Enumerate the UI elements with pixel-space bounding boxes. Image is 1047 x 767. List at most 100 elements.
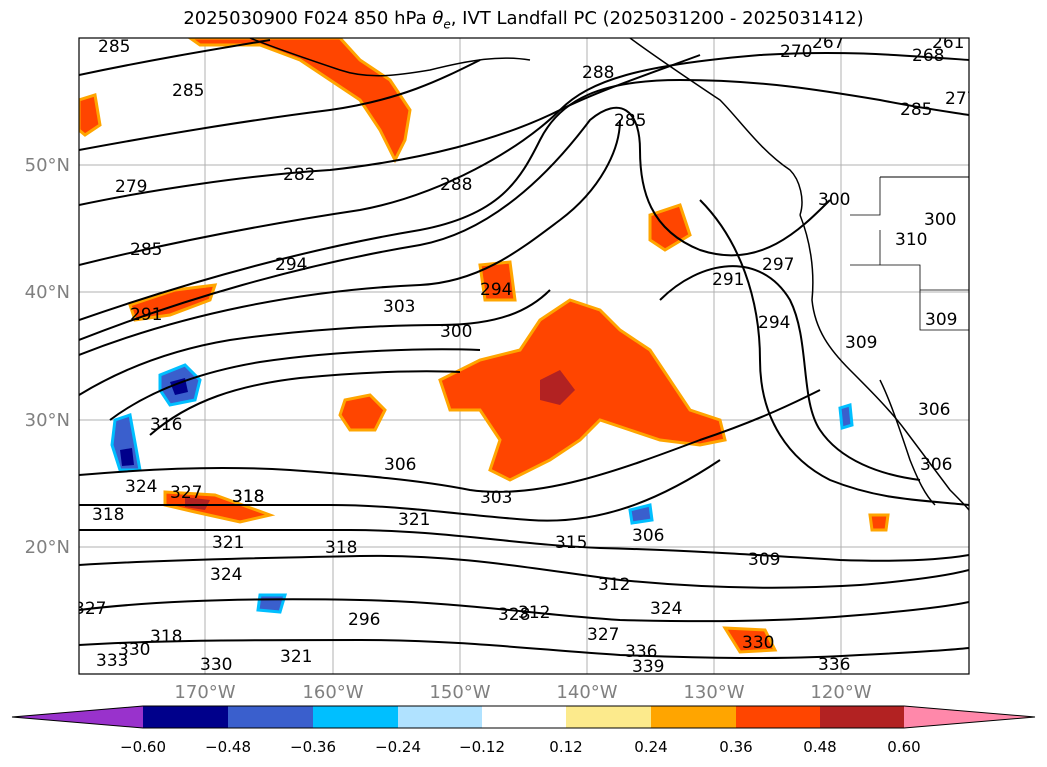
colorbar-tick: 0.24 bbox=[634, 738, 667, 756]
contour-line bbox=[79, 106, 831, 341]
colorbar-tick: −0.48 bbox=[205, 738, 251, 756]
contour-label: 285 bbox=[172, 81, 204, 101]
latitude-labels: 50°N 40°N 30°N 20°N bbox=[25, 155, 70, 558]
colorbar-segment bbox=[736, 706, 820, 728]
contour-line bbox=[659, 265, 921, 481]
contour-label: 288 bbox=[582, 63, 614, 83]
contour-label: 309 bbox=[925, 310, 957, 330]
contour-label: 297 bbox=[762, 255, 794, 275]
colorbar-tick: 0.60 bbox=[887, 738, 920, 756]
lon-label-120w: 120°W bbox=[810, 682, 871, 703]
title-rest: , IVT Landfall PC (2025031200 - 20250314… bbox=[450, 8, 864, 29]
contour-label: 327 bbox=[587, 625, 619, 645]
contour-label: 309 bbox=[748, 550, 780, 570]
lon-label-160w: 160°W bbox=[302, 682, 363, 703]
contour-label: 294 bbox=[480, 280, 512, 300]
title-run: 2025030900 bbox=[183, 8, 298, 29]
colorbar-extend-high bbox=[904, 706, 1035, 728]
contour-line bbox=[79, 389, 821, 493]
colorbar-segment bbox=[820, 706, 904, 728]
contour-label: 312 bbox=[518, 603, 550, 623]
contour-line bbox=[149, 370, 461, 436]
contour-label: 318 bbox=[232, 487, 264, 507]
negative-patch-dark-b bbox=[120, 448, 134, 466]
contour-line bbox=[79, 554, 969, 589]
positive-patch-nw bbox=[79, 93, 102, 137]
colorbar: −0.60 −0.48 −0.36 −0.24 −0.12 0.12 0.24 … bbox=[11, 705, 1036, 756]
contour-label: 288 bbox=[440, 175, 472, 195]
contour-label: 330 bbox=[742, 633, 774, 653]
contour-line bbox=[79, 78, 969, 321]
colorbar-ticks: −0.60 −0.48 −0.36 −0.24 −0.12 0.12 0.24 … bbox=[120, 738, 921, 756]
positive-patch-south-a bbox=[722, 626, 778, 654]
positive-patch-dark-hawaii bbox=[185, 497, 210, 510]
contour-label: 285 bbox=[614, 111, 646, 131]
positive-patch-alaska bbox=[187, 38, 412, 164]
contour-label: 321 bbox=[280, 647, 312, 667]
contour-label: 279 bbox=[115, 177, 147, 197]
contour-label: 328 bbox=[498, 605, 530, 625]
negative-patch-sw bbox=[256, 593, 288, 614]
contour-line bbox=[79, 51, 969, 266]
contour-label: 285 bbox=[130, 240, 162, 260]
contour-label: 285 bbox=[98, 37, 130, 57]
contour-label: 300 bbox=[924, 210, 956, 230]
contour-label: 277 bbox=[945, 89, 977, 109]
lon-label-130w: 130°W bbox=[683, 682, 744, 703]
colorbar-tick: 0.48 bbox=[803, 738, 836, 756]
contour-label: 312 bbox=[598, 575, 630, 595]
contour-line bbox=[79, 598, 969, 623]
coastlines bbox=[249, 38, 969, 511]
contour-label: 306 bbox=[918, 400, 950, 420]
lat-label-20n: 20°N bbox=[25, 537, 70, 558]
colorbar-tick: 0.12 bbox=[549, 738, 582, 756]
contour-line bbox=[79, 638, 969, 660]
border-states-b bbox=[850, 264, 969, 291]
contour-line bbox=[79, 528, 969, 562]
contour-label: 294 bbox=[275, 255, 307, 275]
contour-label: 306 bbox=[384, 455, 416, 475]
coastline-baja bbox=[879, 379, 936, 506]
contour-label: 285 bbox=[900, 100, 932, 120]
shaded-field bbox=[79, 38, 890, 654]
contour-label: 324 bbox=[210, 565, 242, 585]
title-variable-symbol: θ bbox=[432, 8, 444, 29]
contour-label: 310 bbox=[895, 230, 927, 250]
contour-label: 306 bbox=[920, 455, 952, 475]
colorbar-segment bbox=[228, 706, 313, 728]
positive-patch-central bbox=[438, 298, 727, 482]
colorbar-tick: 0.36 bbox=[719, 738, 752, 756]
colorbar-segment bbox=[482, 706, 566, 728]
positive-patch-south-b bbox=[868, 513, 890, 532]
contour-line bbox=[109, 348, 481, 421]
colorbar-segment bbox=[398, 706, 482, 728]
lat-label-50n: 50°N bbox=[25, 155, 70, 176]
contour-labels: 285 285 279 282 285 288 288 285 267 270 … bbox=[79, 33, 977, 675]
contour-line bbox=[79, 119, 621, 356]
coastline-bc bbox=[629, 38, 803, 216]
colorbar-tick: −0.36 bbox=[290, 738, 336, 756]
title-variable-sub: e bbox=[443, 17, 451, 32]
contour-label: 309 bbox=[845, 333, 877, 353]
colorbar-segment bbox=[651, 706, 736, 728]
map-title: 2025030900 F024 850 hPa θe, IVT Landfall… bbox=[0, 8, 1047, 32]
theta-e-contours bbox=[79, 39, 969, 660]
coastline-pnw bbox=[799, 214, 969, 511]
lon-label-170w: 170°W bbox=[174, 682, 235, 703]
colorbar-tick: −0.24 bbox=[375, 738, 421, 756]
map-panel: 285 285 279 282 285 288 288 285 267 270 … bbox=[79, 33, 977, 675]
contour-line bbox=[79, 39, 271, 76]
contour-label: 330 bbox=[200, 655, 232, 675]
contour-label: 336 bbox=[818, 655, 850, 675]
contour-label: 321 bbox=[398, 510, 430, 530]
contour-label: 333 bbox=[96, 651, 128, 671]
colorbar-segment bbox=[143, 706, 228, 728]
contour-label: 267 bbox=[812, 33, 844, 53]
colorbar-tick: −0.60 bbox=[120, 738, 166, 756]
negative-patch-east bbox=[628, 503, 654, 525]
contour-label: 291 bbox=[712, 270, 744, 290]
border-states-d bbox=[919, 290, 969, 331]
lon-label-150w: 150°W bbox=[429, 682, 490, 703]
contour-label: 327 bbox=[170, 483, 202, 503]
contour-label: 315 bbox=[555, 533, 587, 553]
